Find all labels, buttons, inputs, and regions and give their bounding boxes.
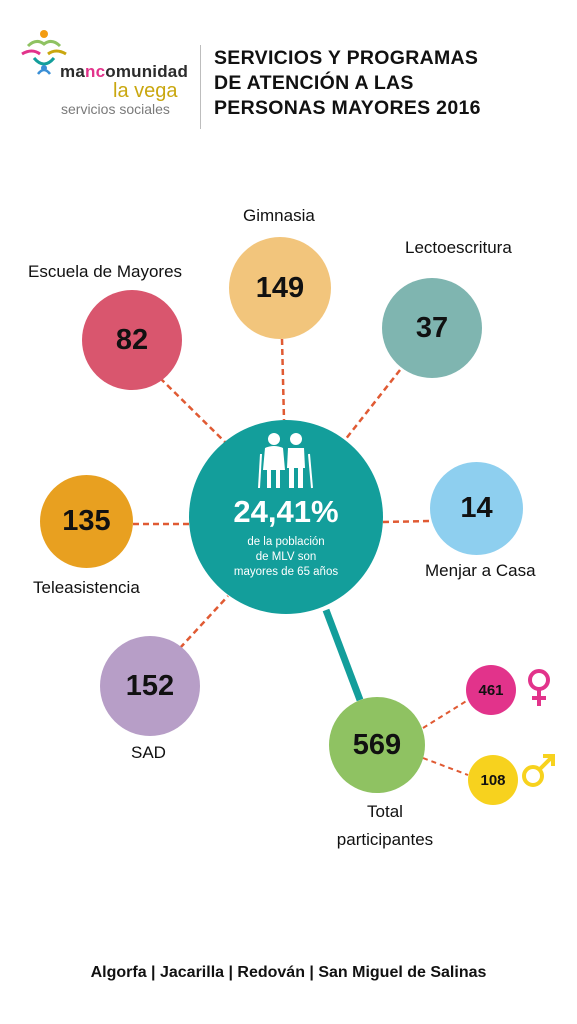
- center-circle: 24,41% de la población de MLV son mayore…: [189, 420, 383, 614]
- elderly-couple-icon: [258, 433, 313, 489]
- program-label-gimnasia: Gimnasia: [243, 206, 315, 225]
- female-symbol-icon: [528, 669, 550, 706]
- connector-escuela: [159, 377, 226, 443]
- connector-female: [422, 699, 469, 729]
- program-label-menjar-a-casa: Menjar a Casa: [425, 561, 536, 580]
- female-circle: 461: [466, 665, 516, 715]
- program-circle-gimnasia: 149: [229, 237, 331, 339]
- logo-line-2: la vega: [113, 80, 178, 102]
- program-label-teleasistencia: Teleasistencia: [33, 578, 140, 597]
- program-label-escuela-de-mayores: Escuela de Mayores: [28, 262, 183, 281]
- male-symbol-icon: [522, 754, 555, 787]
- logo-line-3: servicios sociales: [61, 101, 170, 117]
- mancomunidad-logo-icon: [21, 30, 67, 75]
- program-circle-sad: 152: [100, 636, 200, 736]
- page-title: SERVICIOS Y PROGRAMAS DE ATENCIÓN A LAS …: [214, 47, 481, 119]
- connector-male: [422, 757, 469, 776]
- program-circle-menjar-a-casa: 14: [430, 462, 523, 555]
- header: mancomunidad la vega servicios sociales …: [0, 0, 577, 140]
- male-circle: 108: [468, 755, 518, 805]
- connector-total: [322, 608, 364, 702]
- program-circle-teleasistencia: 135: [40, 475, 133, 568]
- total-label: Total participantes: [336, 802, 434, 849]
- header-divider: [200, 45, 201, 129]
- program-label-sad: SAD: [131, 743, 166, 762]
- connector-lectoescritura: [344, 369, 401, 441]
- connector-sad: [179, 595, 229, 649]
- center-subtitle: de la población de MLV son mayores de 65…: [233, 536, 339, 578]
- program-circle-escuela-de-mayores: 82: [82, 290, 182, 390]
- total-circle: 569: [329, 697, 425, 793]
- program-circle-lectoescritura: 37: [382, 278, 482, 378]
- footer-municipalities: Algorfa | Jacarilla | Redován | San Migu…: [90, 964, 487, 981]
- center-percent: 24,41%: [233, 494, 339, 529]
- connector-menjar: [382, 519, 431, 524]
- logo-line-1: mancomunidad: [60, 62, 189, 81]
- program-label-lectoescritura: Lectoescritura: [405, 238, 512, 257]
- connector-gimnasia: [280, 338, 286, 421]
